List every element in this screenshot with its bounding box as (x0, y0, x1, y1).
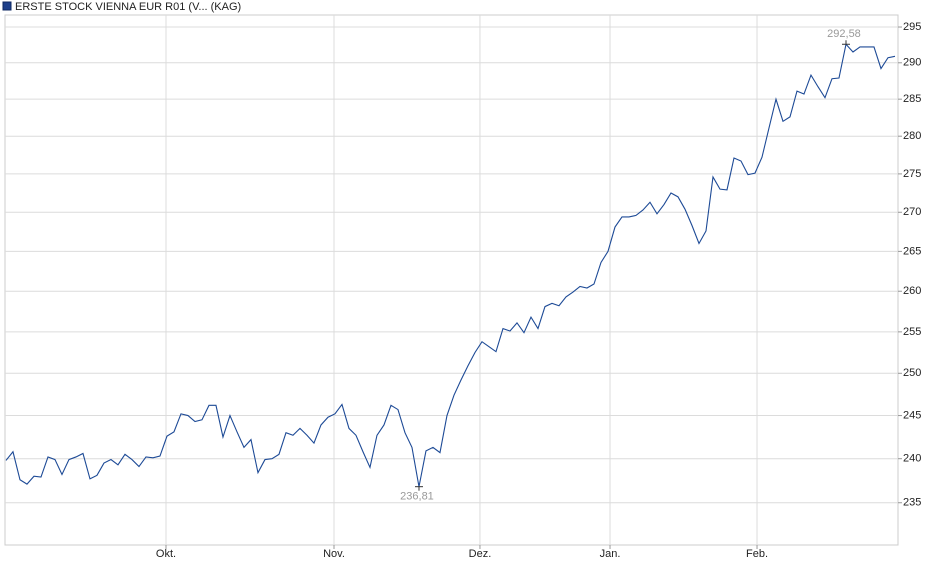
y-tick-label: 280 (903, 130, 921, 142)
y-tick-label: 235 (903, 497, 921, 509)
price-line (5, 43, 896, 487)
x-tick-label: Jan. (600, 548, 621, 560)
legend-swatch (2, 1, 12, 11)
x-tick-label: Okt. (156, 548, 176, 560)
extreme-label: 236,81 (400, 491, 434, 503)
y-tick-label: 250 (903, 367, 921, 379)
y-tick-label: 255 (903, 326, 921, 338)
y-tick-label: 245 (903, 409, 921, 421)
y-tick-label: 240 (903, 453, 921, 465)
y-tick-label: 295 (903, 21, 921, 33)
legend-label: ERSTE STOCK VIENNA EUR R01 (V... (KAG) (15, 1, 241, 13)
y-tick-label: 265 (903, 245, 921, 257)
x-tick-label: Dez. (469, 548, 492, 560)
plot-area (4, 14, 899, 546)
x-tick-label: Feb. (746, 548, 768, 560)
y-tick-label: 285 (903, 93, 921, 105)
y-tick-label: 260 (903, 285, 921, 297)
extreme-label: 292,58 (827, 28, 861, 40)
y-tick-label: 275 (903, 168, 921, 180)
y-tick-label: 270 (903, 206, 921, 218)
x-tick-label: Nov. (323, 548, 345, 560)
y-tick-label: 290 (903, 57, 921, 69)
